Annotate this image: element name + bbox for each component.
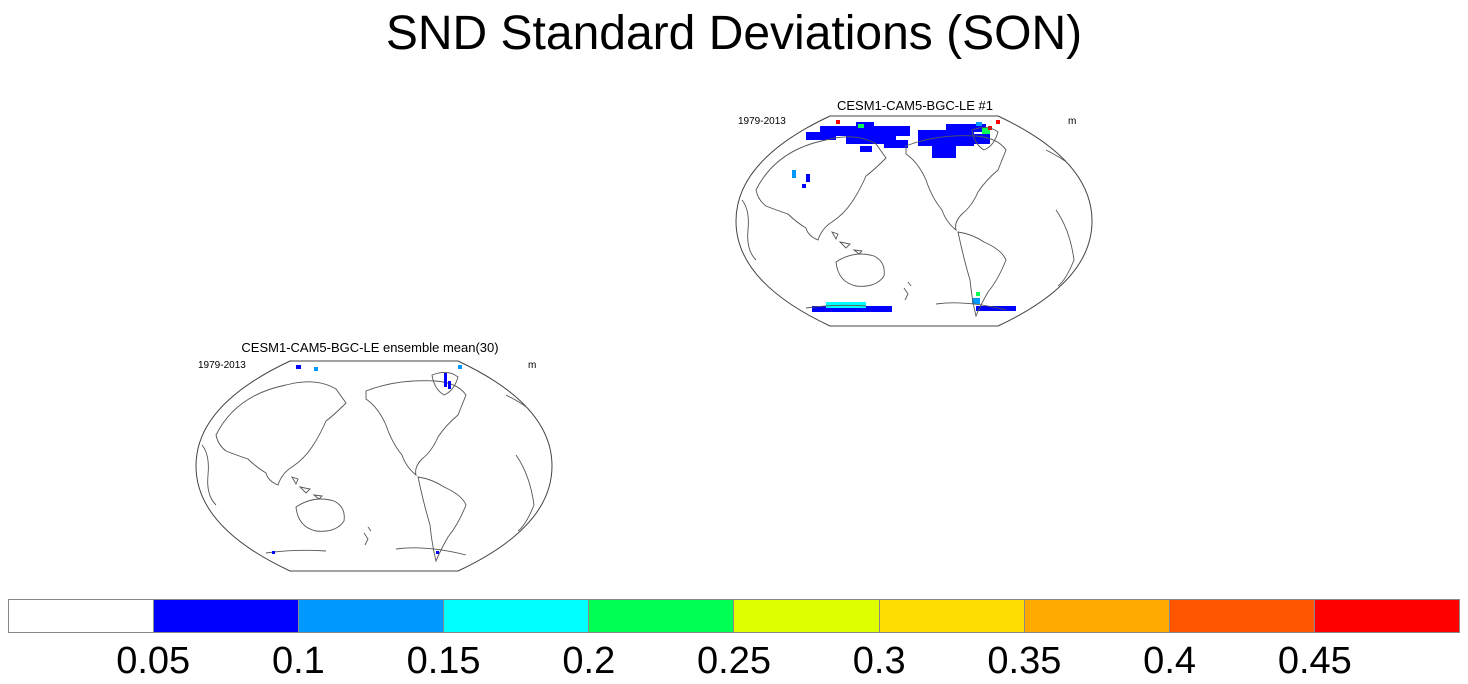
colorbar-box (299, 600, 445, 632)
colorbar-tick-label: 0.35 (987, 640, 1062, 682)
world-map-ensemble-mean (195, 360, 553, 572)
world-map-member-1 (735, 115, 1093, 327)
colorbar-box (1169, 600, 1315, 632)
colorbar-box (734, 600, 880, 632)
colorbar-tick-label: 0.4 (1143, 640, 1197, 682)
colorbar-box (1314, 600, 1459, 632)
panel-period-label: 1979-2013 (738, 116, 786, 127)
snow-depth-cells (792, 120, 1016, 312)
colorbar-box (589, 600, 735, 632)
colorbar-tick-label: 0.45 (1277, 640, 1352, 682)
colorbar-tick-label: 0.3 (852, 640, 906, 682)
colorbar-tick-label: 0.05 (116, 640, 191, 682)
colorbar (8, 599, 1460, 633)
snow-depth-cells (272, 365, 462, 554)
colorbar-tick-label: 0.25 (697, 640, 771, 682)
colorbar-box (9, 600, 155, 632)
colorbar-box (879, 600, 1025, 632)
colorbar-box (444, 600, 590, 632)
colorbar-box (154, 600, 300, 632)
figure-title: SND Standard Deviations (SON) (385, 7, 1083, 60)
colorbar-tick-label: 0.2 (562, 640, 616, 682)
panel-title: CESM1-CAM5-BGC-LE ensemble mean(30) (241, 340, 499, 355)
colorbar-tick-label: 0.1 (271, 640, 325, 682)
colorbar-tick-label: 0.15 (406, 640, 481, 682)
colorbar-box (1024, 600, 1170, 632)
panel-title: CESM1-CAM5-BGC-LE #1 (836, 98, 994, 113)
coastlines (741, 127, 1077, 318)
panel-units-label: m (1068, 116, 1077, 127)
coastlines (201, 372, 537, 563)
panel-units-label: m (528, 360, 537, 371)
panel-period-label: 1979-2013 (198, 360, 246, 371)
